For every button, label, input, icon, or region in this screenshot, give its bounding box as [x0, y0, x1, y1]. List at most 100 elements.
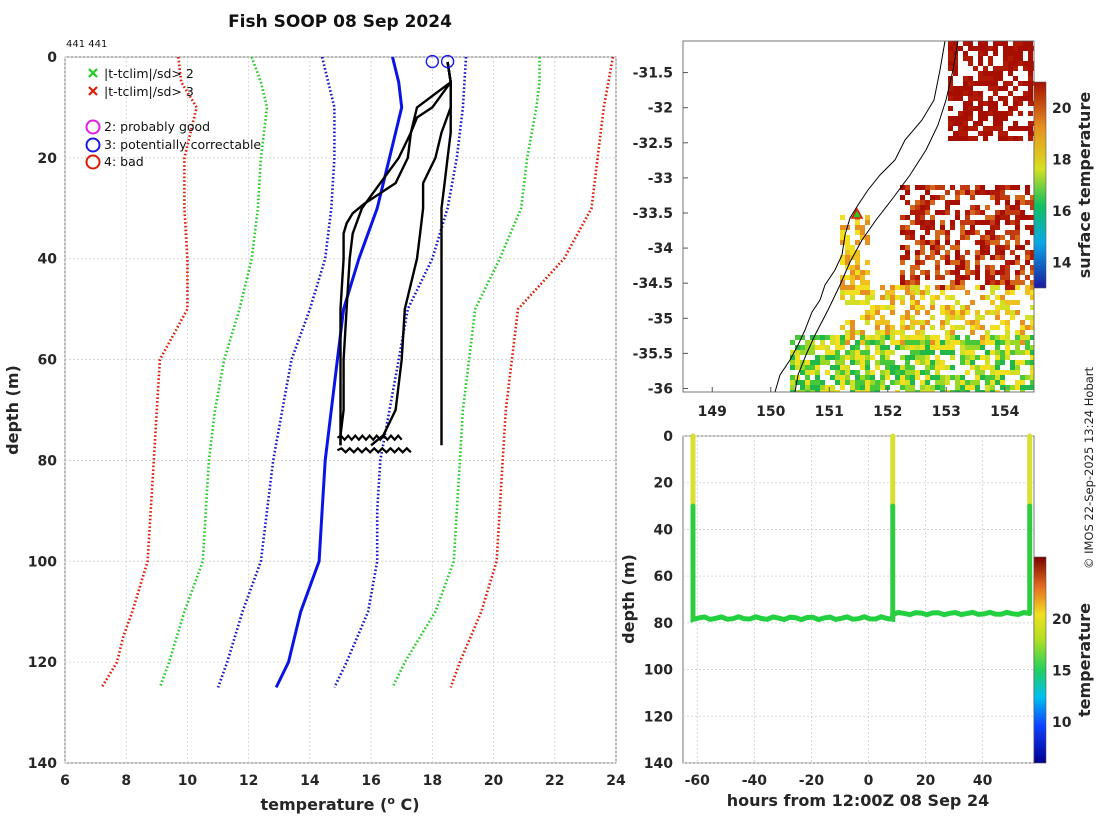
- sst-cell: [963, 51, 968, 56]
- sst-cell: [1000, 245, 1005, 250]
- sst-cell: [940, 350, 945, 355]
- sst-cell: [925, 255, 930, 260]
- map-ytick: -36: [648, 381, 673, 397]
- sst-cell: [1000, 355, 1005, 360]
- sst-cell: [900, 365, 905, 370]
- sst-cell: [940, 390, 945, 392]
- sst-cell: [1015, 275, 1020, 280]
- sst-cell: [885, 370, 890, 375]
- sst-cell: [995, 350, 1000, 355]
- sst-cell: [1013, 101, 1018, 106]
- sst-cell: [975, 270, 980, 275]
- sst-cell: [983, 76, 988, 81]
- sst-cell: [1005, 185, 1010, 190]
- sst-cell: [885, 305, 890, 310]
- sst-cell: [990, 310, 995, 315]
- sst-cell: [1030, 355, 1034, 360]
- sst-cell: [940, 310, 945, 315]
- sst-cell: [970, 220, 975, 225]
- sst-cell: [940, 195, 945, 200]
- sst-cell: [983, 111, 988, 116]
- sst-cell: [978, 111, 983, 116]
- sst-cell: [990, 270, 995, 275]
- sst-cell: [1023, 81, 1028, 86]
- sst-cell: [968, 106, 973, 111]
- sst-cell: [1005, 200, 1010, 205]
- sst-cell: [930, 240, 935, 245]
- sst-cell: [930, 350, 935, 355]
- sst-cell: [940, 210, 945, 215]
- sst-cell: [900, 275, 905, 280]
- sst-cell: [1018, 136, 1023, 141]
- sst-cell: [963, 126, 968, 131]
- sst-cell: [975, 250, 980, 255]
- sst-cell: [1010, 300, 1015, 305]
- sst-cell: [905, 285, 910, 290]
- sst-cell: [1028, 51, 1033, 56]
- sst-cell: [800, 380, 805, 385]
- sst-cell: [865, 355, 870, 360]
- sst-cell: [900, 260, 905, 265]
- sst-cell: [1000, 305, 1005, 310]
- sst-cell: [925, 375, 930, 380]
- sst-cell: [825, 390, 830, 392]
- sst-cell: [1008, 71, 1013, 76]
- sst-cell: [935, 250, 940, 255]
- sst-cell: [1030, 225, 1034, 230]
- sst-cell: [970, 385, 975, 390]
- sst-cell: [855, 390, 860, 392]
- sst-cell: [915, 205, 920, 210]
- sst-cell: [915, 255, 920, 260]
- ts-xtick: 0: [864, 773, 874, 789]
- sst-cell: [915, 275, 920, 280]
- sst-cell: [865, 270, 870, 275]
- legend-x-red-icon: [88, 86, 98, 96]
- sst-cell: [975, 185, 980, 190]
- sst-cell: [930, 195, 935, 200]
- sst-cell: [1010, 340, 1015, 345]
- sst-cell: [835, 340, 840, 345]
- sst-cell: [925, 340, 930, 345]
- sst-cell: [958, 96, 963, 101]
- sst-cell: [975, 325, 980, 330]
- sst-cell: [915, 305, 920, 310]
- sst-cell: [920, 305, 925, 310]
- sst-cell: [978, 101, 983, 106]
- sst-cell: [970, 330, 975, 335]
- sst-cell: [915, 390, 920, 392]
- sst-cell: [960, 355, 965, 360]
- sst-cell: [1015, 245, 1020, 250]
- sst-cell: [910, 205, 915, 210]
- sst-cell: [790, 375, 795, 380]
- sst-cell: [975, 390, 980, 392]
- sst-cell: [880, 320, 885, 325]
- profile-xtick: 22: [545, 773, 564, 789]
- profile-xtick: 8: [121, 773, 131, 789]
- map-colorbar-tick: 16: [1052, 204, 1071, 220]
- sst-cell: [805, 360, 810, 365]
- sst-cell: [985, 330, 990, 335]
- sst-cell: [915, 370, 920, 375]
- sst-cell: [953, 41, 958, 46]
- sst-cell: [995, 355, 1000, 360]
- sst-cell: [890, 300, 895, 305]
- sst-cell: [890, 330, 895, 335]
- sst-cell: [945, 305, 950, 310]
- sst-cell: [865, 390, 870, 392]
- sst-cell: [993, 81, 998, 86]
- sst-cell: [980, 370, 985, 375]
- sst-cell: [940, 185, 945, 190]
- sst-cell: [960, 345, 965, 350]
- sst-cell: [950, 390, 955, 392]
- sst-cell: [790, 385, 795, 390]
- sst-cell: [965, 220, 970, 225]
- sst-cell: [980, 315, 985, 320]
- sst-cell: [865, 365, 870, 370]
- sst-cell: [920, 360, 925, 365]
- sst-cell: [845, 260, 850, 265]
- sst-cell: [1020, 325, 1025, 330]
- sst-cell: [973, 96, 978, 101]
- sst-cell: [960, 285, 965, 290]
- sst-cell: [993, 41, 998, 46]
- sst-cell: [960, 385, 965, 390]
